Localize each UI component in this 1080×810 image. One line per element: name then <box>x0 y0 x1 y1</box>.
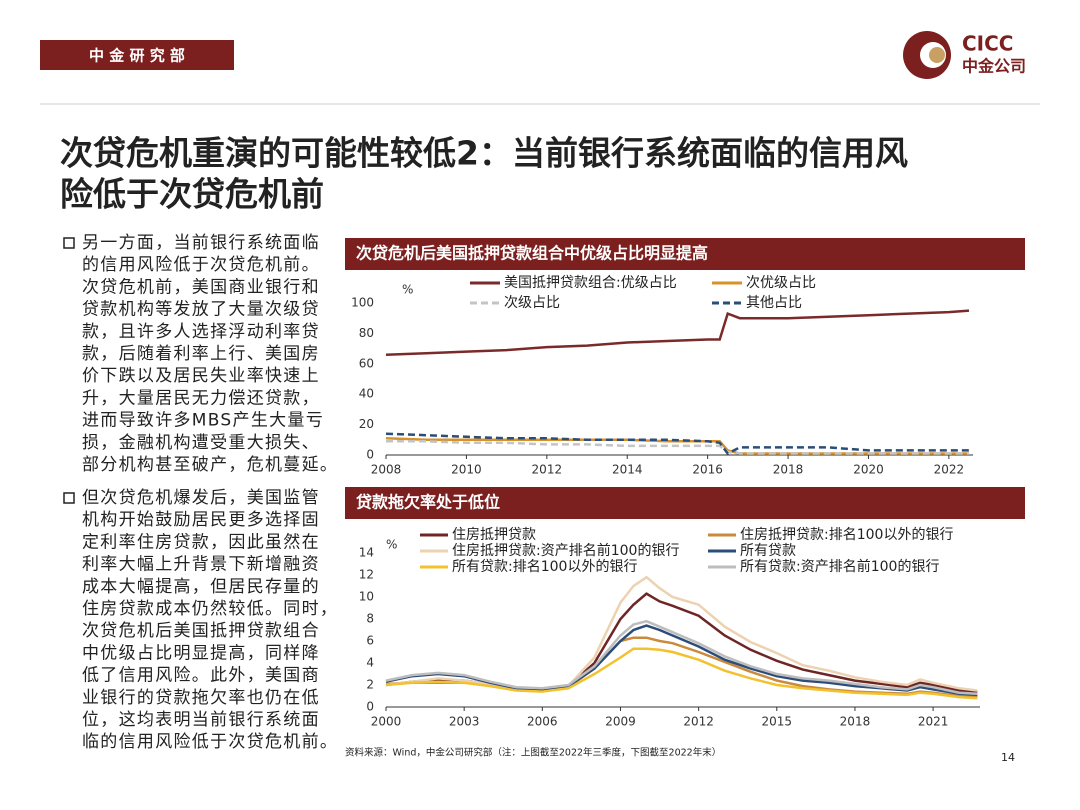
series-line <box>385 647 978 700</box>
legend-label: 住房抵押贷款 <box>452 527 536 543</box>
legend-label: 次优级占比 <box>746 275 816 291</box>
bullet-text: 部分机构甚至破产，危机蔓延。 <box>82 455 338 475</box>
chart-header <box>345 238 1025 270</box>
y-tick-label: 80 <box>359 326 374 340</box>
legend-label: 美国抵押贷款组合:优级占比 <box>504 275 677 291</box>
x-tick-label: 2016 <box>692 463 723 477</box>
x-tick-label: 2022 <box>934 463 965 477</box>
logo-en: CICC <box>962 32 1013 56</box>
chart-title: 贷款拖欠率处于低位 <box>356 493 500 512</box>
y-tick-label: 14 <box>359 546 374 560</box>
bullet-text: 机构开始鼓励居民更多选择固 <box>82 510 320 530</box>
bullet-box <box>63 237 75 249</box>
slide-title: 次贷危机重演的可能性较低2：当前银行系统面临的信用风 <box>60 134 908 173</box>
y-tick-label: 100 <box>351 296 374 310</box>
y-tick-label: 4 <box>366 656 374 670</box>
x-tick-label: 2018 <box>773 463 804 477</box>
legend-label: 其他占比 <box>746 295 802 311</box>
series-line <box>385 432 969 456</box>
bullet-text: 成本大幅提高，但居民存量的 <box>82 577 320 597</box>
y-tick-label: 0 <box>366 448 374 462</box>
bullet-box <box>63 492 75 504</box>
bullet-text: 位，这均表明当前银行系统面 <box>82 710 320 730</box>
legend-label: 住房抵押贷款:排名100以外的银行 <box>740 527 953 543</box>
y-tick-label: 60 <box>359 356 374 370</box>
bullet-text: 款，后随着利率上行、美国房 <box>82 344 320 364</box>
bullet-text: 的信用风险低于次贷危机前。 <box>82 255 320 275</box>
x-tick-label: 2018 <box>840 715 871 729</box>
bullet-text: 中优级占比明显提高，同样降 <box>82 643 320 663</box>
logo-mark-core <box>929 47 945 63</box>
x-tick-label: 2012 <box>683 715 714 729</box>
bullet-text: 低了信用风险。此外，美国商 <box>82 666 320 686</box>
bullet-text: 贷款机构等发放了大量次级贷 <box>82 300 320 320</box>
legend-label: 住房抵押贷款:资产排名前100的银行 <box>452 542 679 559</box>
x-tick-label: 2008 <box>371 463 402 477</box>
x-tick-label: 2020 <box>853 463 884 477</box>
y-tick-label: 6 <box>366 634 374 648</box>
series-line <box>385 309 970 356</box>
y-tick-label: 0 <box>366 700 374 714</box>
bullet-text: 升，大量居民无力偿还贷款， <box>82 388 320 408</box>
bullet-text: 次贷危机前，美国商业银行和 <box>82 277 320 297</box>
bullet-text: 临的信用风险低于次贷危机前。 <box>82 732 338 752</box>
bullet-text: 价下跌以及居民失业率快速上 <box>82 366 320 386</box>
bullet-text: 业银行的贷款拖欠率也仍在低 <box>82 688 320 708</box>
logo-cn: 中金公司 <box>962 57 1026 76</box>
bullet-text: 款，且许多人选择浮动利率贷 <box>82 322 320 342</box>
x-tick-label: 2021 <box>918 715 949 729</box>
series-line <box>386 440 969 455</box>
chart-header <box>345 487 1025 519</box>
series-line <box>385 575 978 692</box>
x-tick-label: 2015 <box>762 715 793 729</box>
bullet-text: 但次贷危机爆发后，美国监管 <box>82 488 320 508</box>
page-number: 14 <box>1001 751 1015 764</box>
bullet-text: 进而导致许多MBS产生大量亏 <box>82 411 324 431</box>
legend-label: 所有贷款 <box>740 543 796 559</box>
y-tick-label: 40 <box>359 387 374 401</box>
y-tick-label: 10 <box>359 590 374 604</box>
legend-label: 所有贷款:排名100以外的银行 <box>452 559 637 575</box>
legend-label: 所有贷款:资产排名前100的银行 <box>740 558 939 575</box>
y-unit: % <box>386 538 397 552</box>
bullet-text: 住房贷款成本仍然较低。同时， <box>82 599 338 619</box>
bullet-text: 定利率住房贷款，因此虽然在 <box>82 532 320 552</box>
slide-title: 险低于次贷危机前 <box>60 175 324 214</box>
x-tick-label: 2012 <box>532 463 563 477</box>
source-note: 资料来源：Wind，中金公司研究部（注：上图截至2022年三季度，下图截至202… <box>345 747 721 759</box>
x-tick-label: 2003 <box>449 715 480 729</box>
x-tick-label: 2009 <box>605 715 636 729</box>
x-tick-label: 2014 <box>612 463 643 477</box>
dept-name: 中 金 研 究 部 <box>89 47 185 65</box>
bullet-text: 另一方面，当前银行系统面临 <box>82 233 320 253</box>
y-tick-label: 2 <box>366 678 374 692</box>
x-tick-label: 2010 <box>451 463 482 477</box>
y-tick-label: 8 <box>366 612 374 626</box>
bullet-text: 利率大幅上升背景下新增融资 <box>82 555 320 575</box>
dept-banner <box>40 40 234 70</box>
y-tick-label: 12 <box>359 568 374 582</box>
bullet-text: 次贷危机后美国抵押贷款组合 <box>82 621 320 641</box>
chart-title: 次贷危机后美国抵押贷款组合中优级占比明显提高 <box>356 244 708 263</box>
legend-label: 次级占比 <box>504 295 560 311</box>
x-tick-label: 2006 <box>527 715 558 729</box>
bullet-text: 损，金融机构遭受重大损失、 <box>82 433 320 453</box>
x-tick-label: 2000 <box>371 715 402 729</box>
series-line <box>385 619 978 696</box>
y-unit: % <box>402 283 413 297</box>
y-tick-label: 20 <box>359 417 374 431</box>
